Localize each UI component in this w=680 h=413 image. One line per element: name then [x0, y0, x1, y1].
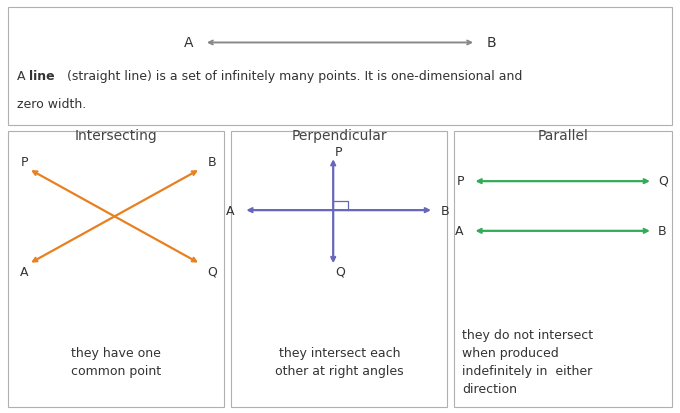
Text: B: B: [658, 224, 667, 237]
Text: A: A: [184, 36, 194, 50]
Text: P: P: [20, 155, 28, 169]
Text: Intersecting: Intersecting: [75, 128, 158, 142]
Text: B: B: [441, 204, 449, 217]
Text: Perpendicular: Perpendicular: [292, 128, 387, 142]
Text: B: B: [207, 155, 216, 169]
Text: they intersect each
other at right angles: they intersect each other at right angle…: [275, 346, 404, 377]
Text: P: P: [335, 145, 343, 159]
Bar: [454, 132, 672, 407]
Text: Q: Q: [658, 174, 668, 188]
Text: B: B: [486, 36, 496, 50]
Text: A: A: [20, 265, 29, 278]
Text: Parallel: Parallel: [538, 128, 588, 142]
Text: line: line: [29, 70, 55, 83]
Bar: [8, 8, 672, 126]
Text: they have one
common point: they have one common point: [71, 346, 161, 377]
Bar: [231, 132, 447, 407]
Text: (straight line) is a set of infinitely many points. It is one-dimensional and: (straight line) is a set of infinitely m…: [63, 70, 523, 83]
Text: P: P: [456, 174, 464, 188]
Text: zero width.: zero width.: [17, 97, 86, 111]
Bar: [8, 132, 224, 407]
Text: A: A: [456, 224, 464, 237]
Text: they do not intersect
when produced
indefinitely in  either
direction: they do not intersect when produced inde…: [462, 328, 594, 395]
Text: A: A: [17, 70, 29, 83]
Text: Q: Q: [207, 265, 218, 278]
Text: Q: Q: [335, 265, 345, 278]
Text: A: A: [226, 204, 235, 217]
